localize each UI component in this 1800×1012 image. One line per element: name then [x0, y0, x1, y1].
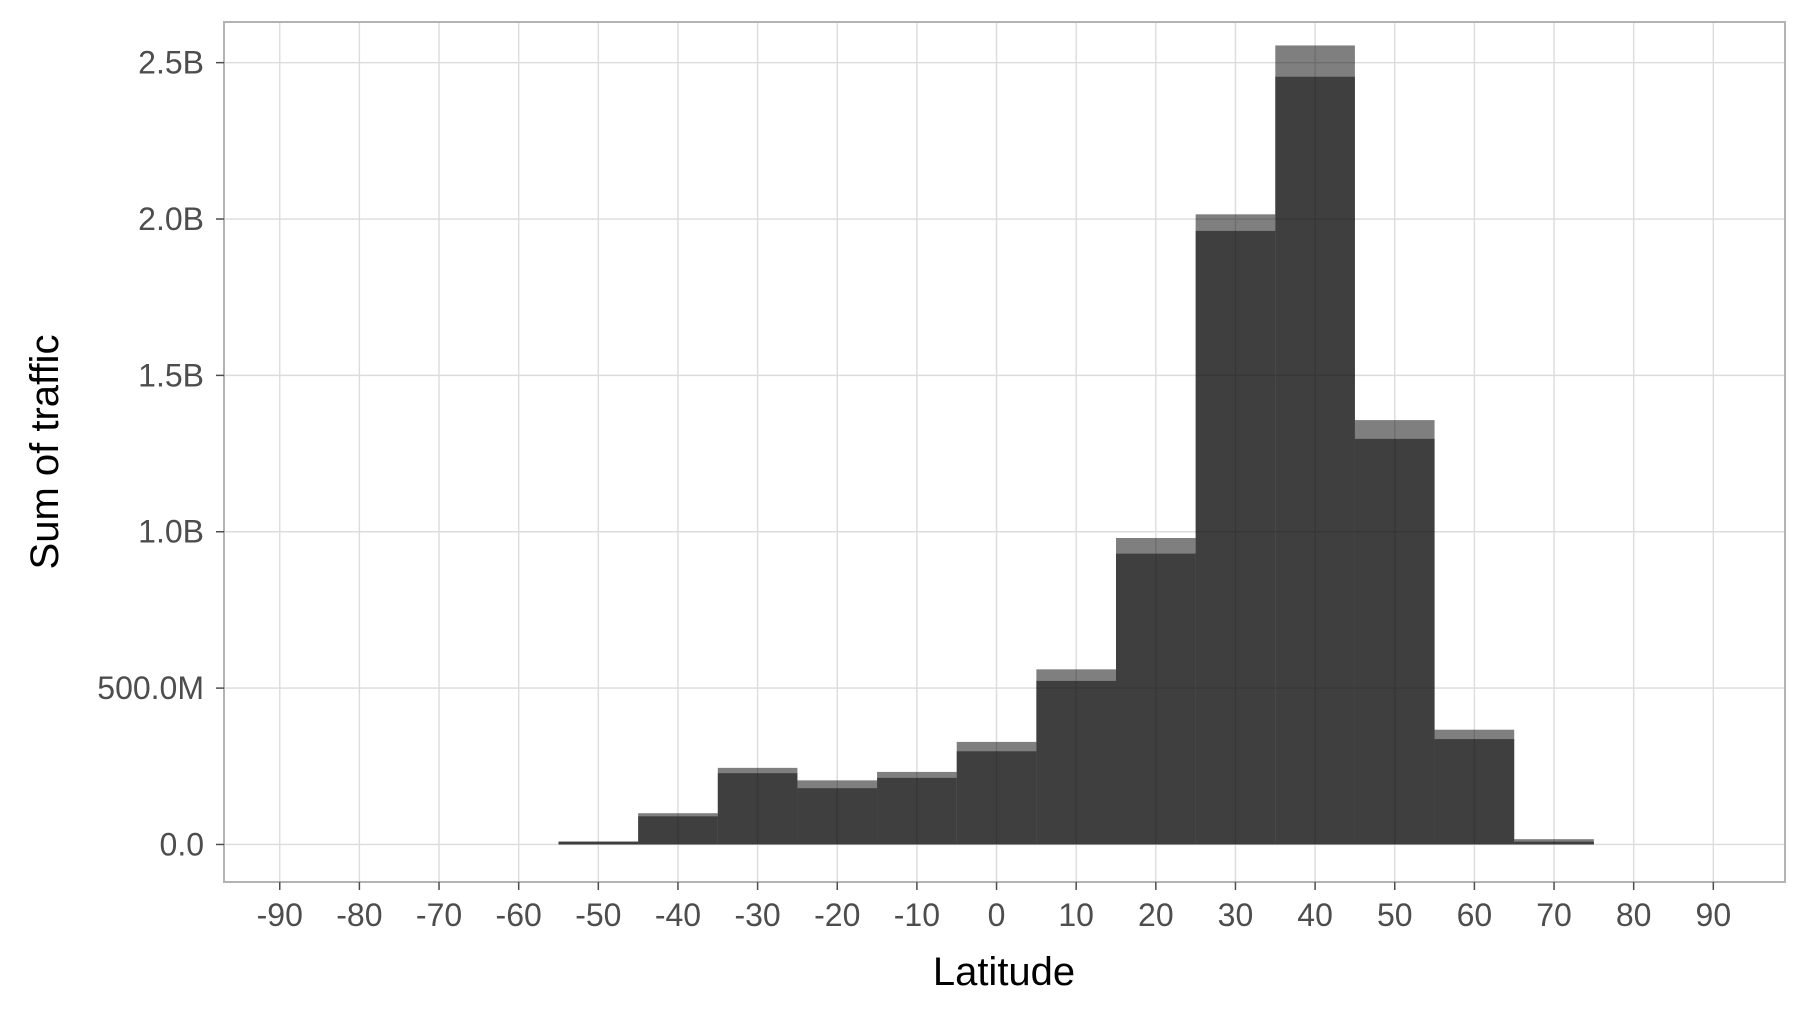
x-tick-label: -30	[734, 897, 780, 933]
x-tick-label: -90	[257, 897, 303, 933]
x-tick-label: 40	[1297, 897, 1333, 933]
histogram-bars	[558, 45, 1594, 845]
histogram-bar-layer-2	[1514, 839, 1594, 845]
x-tick-label: 0	[988, 897, 1006, 933]
x-axis-title: Latitude	[933, 950, 1075, 994]
x-tick-label: 20	[1138, 897, 1174, 933]
histogram-bar-layer-2	[1195, 214, 1276, 845]
x-tick-label: -40	[655, 897, 701, 933]
x-tick-label: -80	[336, 897, 382, 933]
y-tick-label: 2.0B	[138, 201, 204, 237]
histogram-bar-layer-2	[1354, 420, 1435, 845]
x-tick-label: 10	[1058, 897, 1094, 933]
histogram-bar-layer-2	[558, 841, 639, 845]
y-tick-label: 0.0	[160, 826, 204, 862]
histogram-bar-layer-2	[877, 771, 957, 845]
x-axis-ticks: -90 -80 -70 -60 -50 -40 -30 -20 -10 0 10 20 30 40 50 60…	[257, 882, 1731, 933]
y-tick-label: 1.0B	[138, 514, 204, 550]
x-tick-label: -20	[814, 897, 860, 933]
y-tick-label: 2.5B	[138, 45, 204, 81]
x-tick-label: -10	[894, 897, 940, 933]
y-tick-label: 500.0M	[97, 670, 204, 706]
x-tick-label: 30	[1218, 897, 1254, 933]
x-tick-label: 90	[1696, 897, 1732, 933]
histogram-bar-layer-2	[1036, 669, 1116, 845]
histogram-bar-layer-2	[1275, 45, 1355, 845]
x-tick-label: 80	[1616, 897, 1652, 933]
x-tick-label: 60	[1457, 897, 1493, 933]
histogram-bar-layer-2	[1116, 538, 1196, 845]
y-tick-label: 1.5B	[138, 357, 204, 393]
histogram-bar-layer-2	[956, 741, 1037, 845]
x-tick-label: 50	[1377, 897, 1413, 933]
histogram-bar-layer-2	[1434, 729, 1515, 845]
x-tick-label: -70	[416, 897, 462, 933]
histogram-bar-layer-2	[638, 813, 718, 845]
x-tick-label: -50	[575, 897, 621, 933]
y-axis-ticks: 0.0 500.0M 1.0B 1.5B 2.0B 2.5B	[97, 45, 224, 862]
panel-border	[223, 21, 1786, 883]
y-axis-title: Sum of traffic	[23, 335, 67, 570]
histogram-bar-layer-2	[717, 767, 798, 845]
histogram-bar-layer-2	[797, 780, 878, 845]
x-tick-label: 70	[1536, 897, 1572, 933]
x-tick-label: -60	[496, 897, 542, 933]
